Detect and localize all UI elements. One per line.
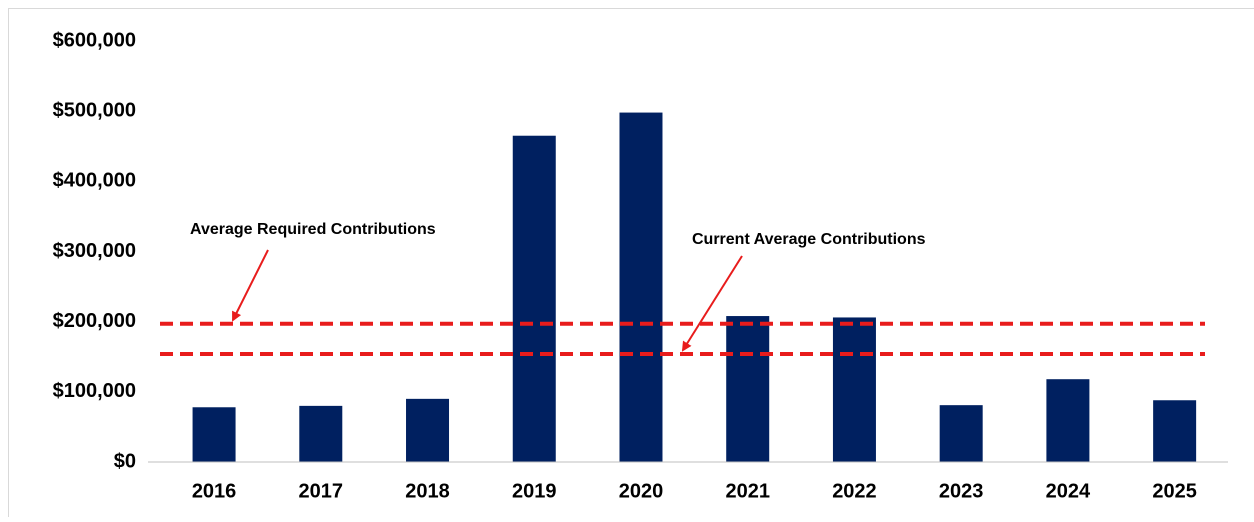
x-tick-label: 2024	[1046, 480, 1091, 502]
bar	[406, 399, 449, 462]
y-tick-label: $500,000	[53, 99, 136, 121]
bar	[1046, 379, 1089, 462]
x-tick-label: 2022	[832, 480, 877, 502]
bar	[193, 407, 236, 462]
y-tick-label: $200,000	[53, 310, 136, 332]
y-tick-label: $300,000	[53, 240, 136, 262]
x-tick-label: 2016	[192, 480, 237, 502]
y-tick-label: $400,000	[53, 170, 136, 192]
x-tick-label: 2019	[512, 480, 557, 502]
x-tick-label: 2020	[619, 480, 664, 502]
bar	[833, 317, 876, 462]
x-tick-label: 2018	[405, 480, 450, 502]
bar	[513, 136, 556, 462]
bar	[726, 316, 769, 462]
x-tick-label: 2023	[939, 480, 984, 502]
y-tick-label: $0	[114, 450, 136, 472]
annotation-arrow	[233, 250, 268, 320]
x-tick-label: 2017	[299, 480, 344, 502]
y-tick-label: $100,000	[53, 380, 136, 402]
annotation: Average Required Contributions	[190, 221, 436, 238]
y-tick-label: $600,000	[53, 29, 136, 51]
bar	[1153, 400, 1196, 462]
annotation: Current Average Contributions	[692, 231, 926, 248]
bar	[619, 113, 662, 462]
bar	[940, 405, 983, 462]
x-tick-label: 2021	[725, 480, 770, 502]
x-tick-label: 2025	[1152, 480, 1197, 502]
bar	[299, 406, 342, 462]
